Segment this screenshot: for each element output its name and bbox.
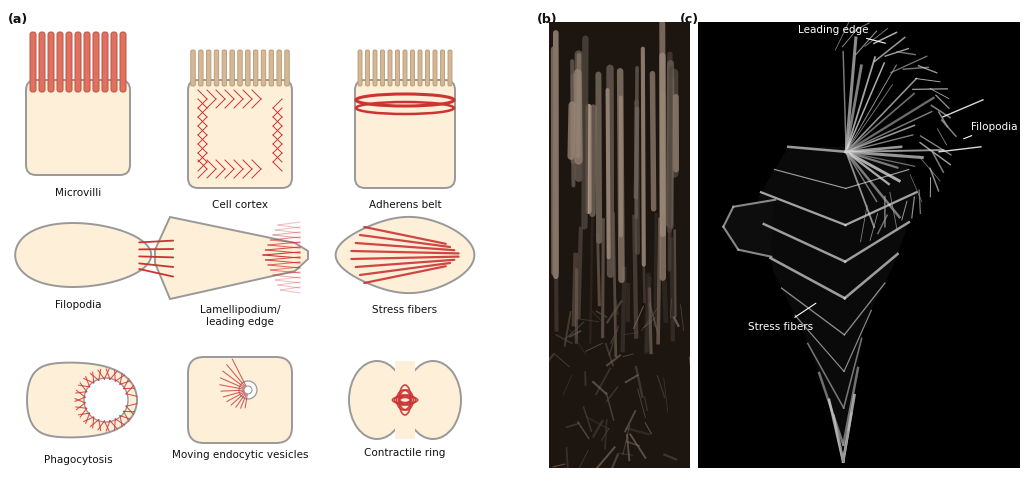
FancyBboxPatch shape xyxy=(30,32,36,92)
FancyBboxPatch shape xyxy=(102,32,108,92)
FancyBboxPatch shape xyxy=(188,357,292,443)
FancyBboxPatch shape xyxy=(411,50,415,86)
FancyBboxPatch shape xyxy=(75,32,81,92)
FancyBboxPatch shape xyxy=(403,50,407,86)
FancyBboxPatch shape xyxy=(190,50,196,86)
Text: Filopodia: Filopodia xyxy=(964,122,1018,139)
FancyBboxPatch shape xyxy=(366,50,370,86)
Text: Contractile ring: Contractile ring xyxy=(365,448,445,458)
FancyBboxPatch shape xyxy=(418,50,422,86)
Text: (c): (c) xyxy=(680,13,699,26)
Polygon shape xyxy=(723,200,775,257)
FancyBboxPatch shape xyxy=(440,50,444,86)
Circle shape xyxy=(84,378,128,422)
FancyBboxPatch shape xyxy=(358,50,362,86)
FancyBboxPatch shape xyxy=(57,32,63,92)
FancyBboxPatch shape xyxy=(373,50,377,86)
FancyBboxPatch shape xyxy=(66,32,72,92)
FancyBboxPatch shape xyxy=(84,32,90,92)
FancyBboxPatch shape xyxy=(269,50,273,86)
FancyBboxPatch shape xyxy=(199,50,203,86)
FancyBboxPatch shape xyxy=(388,50,392,86)
FancyBboxPatch shape xyxy=(188,80,292,188)
Ellipse shape xyxy=(406,361,461,439)
Polygon shape xyxy=(395,361,415,439)
Text: Moving endocytic vesicles: Moving endocytic vesicles xyxy=(172,450,308,460)
Text: Stress fibers: Stress fibers xyxy=(749,303,816,332)
Text: Microvilli: Microvilli xyxy=(55,188,101,198)
FancyBboxPatch shape xyxy=(93,32,99,92)
FancyBboxPatch shape xyxy=(39,32,45,92)
FancyBboxPatch shape xyxy=(230,50,234,86)
FancyBboxPatch shape xyxy=(246,50,250,86)
FancyBboxPatch shape xyxy=(120,32,126,92)
Text: Adherens belt: Adherens belt xyxy=(369,200,441,210)
Text: Stress fibers: Stress fibers xyxy=(373,305,437,315)
FancyBboxPatch shape xyxy=(426,50,429,86)
Ellipse shape xyxy=(349,361,406,439)
FancyBboxPatch shape xyxy=(238,50,243,86)
FancyBboxPatch shape xyxy=(449,50,452,86)
FancyBboxPatch shape xyxy=(285,50,289,86)
Text: Phagocytosis: Phagocytosis xyxy=(44,455,113,465)
Polygon shape xyxy=(759,147,919,462)
FancyBboxPatch shape xyxy=(48,32,54,92)
Circle shape xyxy=(244,386,252,394)
Polygon shape xyxy=(27,363,137,437)
Text: (b): (b) xyxy=(537,13,558,26)
FancyBboxPatch shape xyxy=(276,50,282,86)
Text: Lamellipodium/
leading edge: Lamellipodium/ leading edge xyxy=(200,305,281,327)
Polygon shape xyxy=(15,223,152,287)
FancyBboxPatch shape xyxy=(355,80,455,188)
FancyBboxPatch shape xyxy=(433,50,437,86)
FancyBboxPatch shape xyxy=(26,80,130,175)
Text: (a): (a) xyxy=(8,13,29,26)
FancyBboxPatch shape xyxy=(381,50,384,86)
Text: Cell cortex: Cell cortex xyxy=(212,200,268,210)
FancyBboxPatch shape xyxy=(261,50,266,86)
Text: Leading edge: Leading edge xyxy=(799,25,886,43)
Polygon shape xyxy=(155,217,308,299)
FancyBboxPatch shape xyxy=(395,50,399,86)
FancyBboxPatch shape xyxy=(111,32,117,92)
Text: Filopodia: Filopodia xyxy=(54,300,101,310)
FancyBboxPatch shape xyxy=(253,50,258,86)
Circle shape xyxy=(239,381,257,399)
FancyBboxPatch shape xyxy=(214,50,219,86)
FancyBboxPatch shape xyxy=(207,50,211,86)
Polygon shape xyxy=(336,217,474,293)
FancyBboxPatch shape xyxy=(222,50,226,86)
